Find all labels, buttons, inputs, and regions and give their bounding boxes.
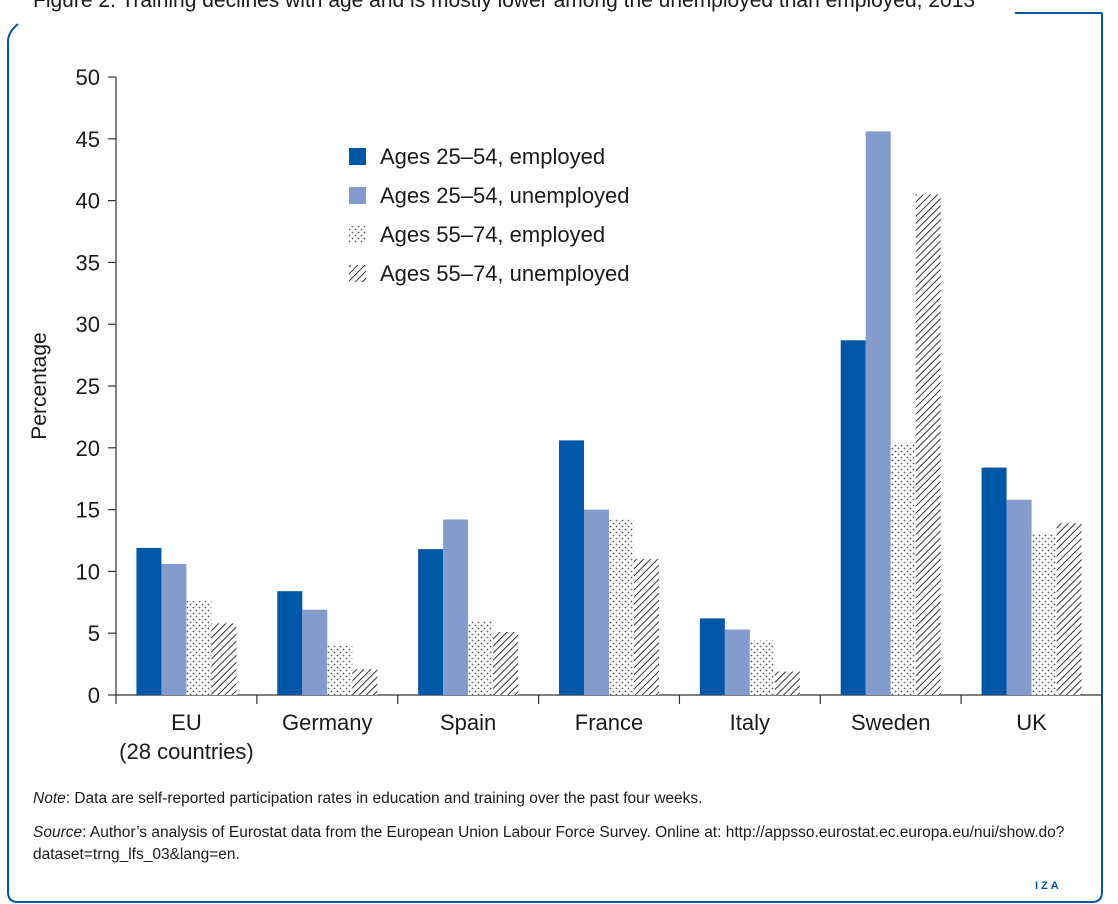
notes: Note: Data are self-reported participati… (33, 788, 1093, 878)
x-tick-label: UK (1016, 710, 1047, 735)
bar (327, 645, 353, 695)
note-text: : Data are self-reported participation r… (65, 790, 703, 807)
bar (865, 131, 891, 695)
x-tick-label: France (575, 710, 643, 735)
y-tick-label: 30 (76, 312, 100, 337)
legend-label: Ages 55–74, unemployed (380, 261, 630, 286)
y-tick-label: 15 (76, 498, 100, 523)
y-tick-label: 10 (76, 559, 100, 584)
y-tick-label: 50 (76, 65, 100, 90)
legend-label: Ages 25–54, employed (380, 144, 605, 169)
bar (1056, 523, 1082, 695)
bar (418, 549, 444, 695)
y-tick-label: 5 (88, 621, 100, 646)
x-tick-label: Sweden (851, 710, 931, 735)
y-tick-label: 40 (76, 189, 100, 214)
bar (277, 591, 303, 695)
bar (211, 623, 237, 695)
note-label: Note (33, 790, 66, 807)
legend-swatch (349, 148, 366, 165)
source-line: Source: Author’s analysis of Eurostat da… (33, 822, 1093, 866)
plot-area: 0 5 10 15 20 25 30 35 40 45 50 Percentage EU (28 coun… (28, 65, 1103, 764)
bar (302, 609, 328, 695)
bar (468, 620, 494, 695)
x-tick-label: Germany (282, 710, 372, 735)
bar (609, 518, 634, 695)
legend-swatch (349, 187, 366, 204)
legend-swatch (349, 226, 366, 243)
source-text: : Author’s analysis of Eurostat data fro… (33, 824, 1065, 863)
bar (981, 467, 1007, 695)
y-tick-label: 20 (76, 436, 100, 461)
x-tick-label: EU (171, 710, 202, 735)
y-tick-label: 35 (76, 250, 100, 275)
figure-frame (7, 13, 1103, 903)
bar (634, 559, 659, 695)
x-tick-label: Spain (440, 710, 496, 735)
bar (352, 669, 378, 695)
bar (186, 601, 212, 695)
bar (443, 519, 469, 695)
iza-logo: IZA (1035, 880, 1062, 892)
bar (840, 340, 866, 695)
bar (161, 563, 187, 695)
bar (724, 629, 750, 695)
x-tick-label: Italy (730, 710, 770, 735)
bar (1006, 499, 1032, 695)
source-label: Source (33, 824, 83, 841)
note-line: Note: Data are self-reported participati… (33, 788, 1093, 810)
bar (915, 194, 941, 696)
legend-swatch (349, 265, 366, 282)
y-tick-label: 45 (76, 127, 100, 152)
bar (890, 442, 916, 695)
y-tick-label: 0 (88, 683, 100, 708)
bar (136, 547, 162, 695)
bar (493, 631, 519, 695)
bar (699, 618, 725, 695)
legend-label: Ages 25–54, unemployed (380, 183, 630, 208)
x-tick-label: (28 countries) (119, 739, 254, 764)
y-tick-label: 25 (76, 374, 100, 399)
bar (749, 640, 775, 695)
figure-title: Figure 2. Training declines with age and… (33, 0, 976, 12)
bar (1031, 534, 1057, 695)
legend-label: Ages 55–74, employed (380, 222, 605, 247)
bar (559, 440, 584, 695)
bar (774, 671, 800, 695)
y-axis-label: Percentage (28, 332, 51, 439)
bar (584, 509, 609, 695)
